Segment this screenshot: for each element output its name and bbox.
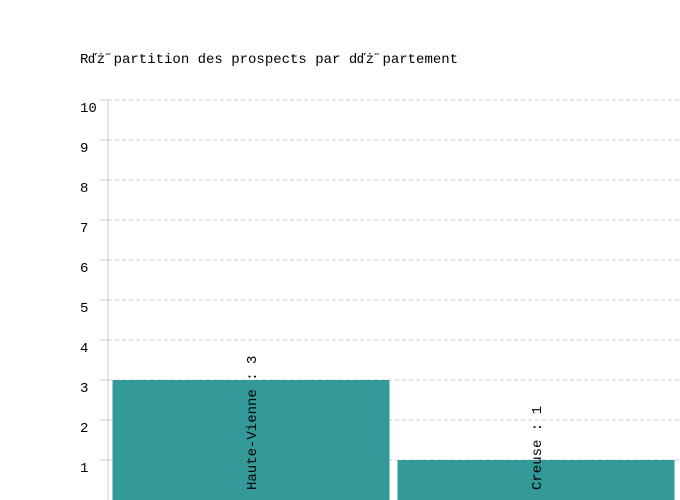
y-tick-label: 9 xyxy=(80,141,88,157)
y-tick-label: 6 xyxy=(80,261,88,277)
bar xyxy=(112,380,390,500)
y-tick-label: 7 xyxy=(80,221,88,237)
value-label: Haute-Vienne : 3 xyxy=(245,356,261,490)
y-tick-label: 10 xyxy=(80,101,97,117)
y-tick-label: 4 xyxy=(80,341,88,357)
y-tick-label: 1 xyxy=(80,461,88,477)
y-tick-label: 5 xyxy=(80,301,88,317)
y-tick-label: 3 xyxy=(80,381,88,397)
value-label: Creuse : 1 xyxy=(530,406,546,490)
bar xyxy=(397,460,675,500)
chart-title: Rďż˝partition des prospects par dďż˝part… xyxy=(80,52,458,68)
y-tick-label: 2 xyxy=(80,421,88,437)
y-tick-label: 8 xyxy=(80,181,88,197)
